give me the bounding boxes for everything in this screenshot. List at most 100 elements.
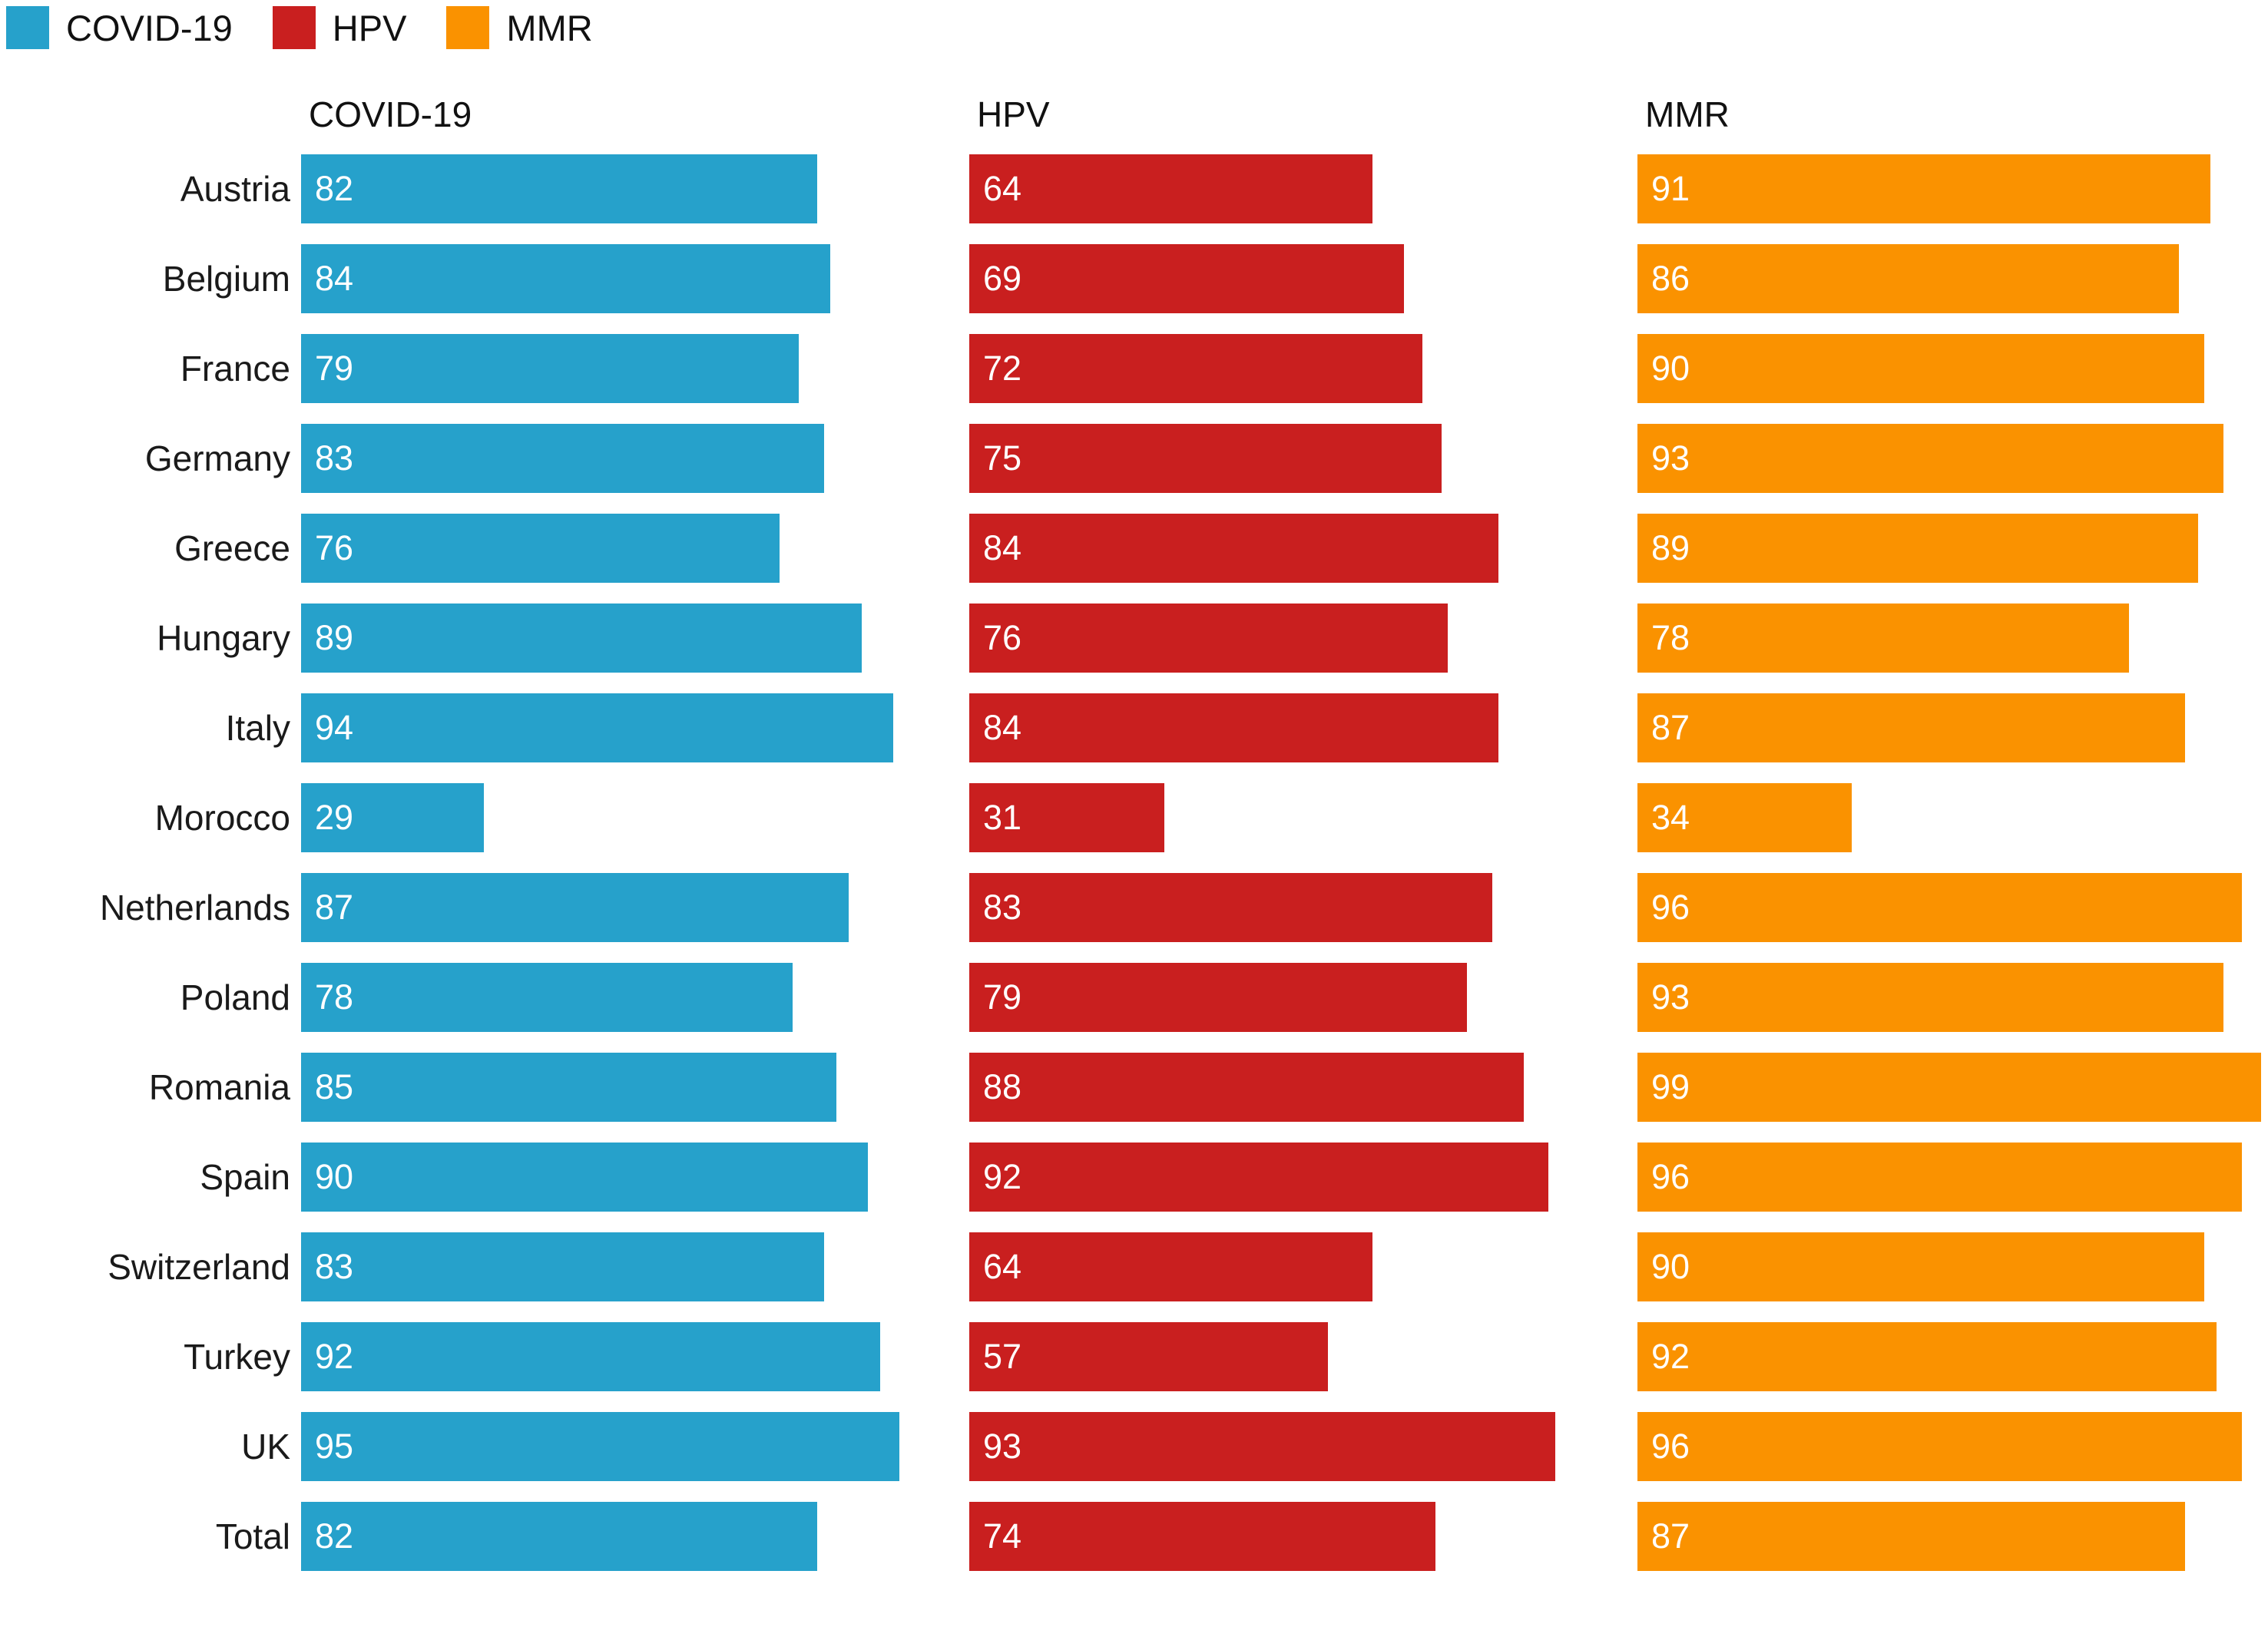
bar-track-hpv: 83	[969, 872, 1599, 942]
bar-hpv-turkey: 57	[969, 1321, 1329, 1391]
bar-hpv-romania: 88	[969, 1052, 1524, 1122]
bar-mmr-morocco: 34	[1637, 782, 1852, 852]
bar-track-mmr: 91	[1637, 154, 2267, 223]
bar-value-label: 95	[315, 1427, 354, 1467]
bar-value-label: 72	[983, 349, 1022, 389]
label-column-spacer	[0, 95, 301, 134]
bar-value-label: 84	[983, 528, 1022, 568]
bar-mmr-france: 90	[1637, 333, 2204, 403]
bar-value-label: 93	[1651, 977, 1690, 1017]
chart-row-switzerland: Switzerland 83 64 90	[0, 1232, 2268, 1301]
bar-hpv-total: 74	[969, 1501, 1435, 1571]
bar-mmr-austria: 91	[1637, 154, 2211, 223]
bar-track-mmr: 87	[1637, 693, 2267, 762]
bar-value-label: 64	[983, 1247, 1022, 1287]
chart-row-netherlands: Netherlands 87 83 96	[0, 872, 2268, 942]
bar-track-mmr: 96	[1637, 1142, 2267, 1212]
bar-covid-19-morocco: 29	[301, 782, 484, 852]
bar-track-hpv: 93	[969, 1411, 1599, 1481]
bar-value-label: 91	[1651, 169, 1690, 209]
bar-hpv-spain: 92	[969, 1142, 1549, 1212]
bar-track-covid-19: 95	[301, 1411, 931, 1481]
bar-track-mmr: 78	[1637, 603, 2267, 673]
row-label: Belgium	[162, 258, 290, 299]
bar-value-label: 90	[315, 1157, 354, 1197]
bar-track-covid-19: 82	[301, 1501, 931, 1571]
chart-row-italy: Italy 94 84 87	[0, 693, 2268, 762]
bar-value-label: 90	[1651, 1247, 1690, 1287]
chart-legend: COVID-19 HPV MMR	[0, 0, 2268, 51]
row-label: France	[180, 348, 290, 389]
chart-row-poland: Poland 78 79 93	[0, 962, 2268, 1032]
bar-value-label: 31	[983, 798, 1022, 838]
bar-value-label: 79	[983, 977, 1022, 1017]
bar-track-hpv: 76	[969, 603, 1599, 673]
bar-value-label: 89	[315, 618, 354, 658]
bar-mmr-germany: 93	[1637, 423, 2223, 493]
chart-row-belgium: Belgium 84 69 86	[0, 243, 2268, 313]
bar-mmr-uk: 96	[1637, 1411, 2243, 1481]
row-label: Total	[215, 1516, 290, 1556]
bar-value-label: 83	[315, 438, 354, 478]
bar-value-label: 84	[983, 708, 1022, 748]
bar-value-label: 82	[315, 1516, 354, 1556]
bar-track-mmr: 96	[1637, 1411, 2267, 1481]
bar-value-label: 96	[1651, 1157, 1690, 1197]
bar-track-covid-19: 90	[301, 1142, 931, 1212]
bar-value-label: 85	[315, 1067, 354, 1107]
bar-track-hpv: 84	[969, 693, 1599, 762]
row-label: UK	[241, 1426, 290, 1467]
bar-value-label: 29	[315, 798, 354, 838]
chart-rows: Austria 82 64 91 Belgium 84 69 86 France 79 72 90 Ge…	[0, 154, 2268, 1571]
row-label: Germany	[144, 438, 290, 478]
bar-covid-19-germany: 83	[301, 423, 824, 493]
bar-covid-19-hungary: 89	[301, 603, 862, 673]
bar-value-label: 87	[315, 888, 354, 928]
bar-track-mmr: 34	[1637, 782, 2267, 852]
bar-value-label: 69	[983, 259, 1022, 299]
bar-track-covid-19: 87	[301, 872, 931, 942]
bar-value-label: 78	[1651, 618, 1690, 658]
bar-value-label: 92	[983, 1157, 1022, 1197]
bar-track-covid-19: 78	[301, 962, 931, 1032]
bar-track-mmr: 87	[1637, 1501, 2267, 1571]
bar-covid-19-greece: 76	[301, 513, 780, 583]
bar-track-covid-19: 92	[301, 1321, 931, 1391]
row-label: Hungary	[157, 617, 290, 658]
bar-covid-19-belgium: 84	[301, 243, 830, 313]
bar-track-covid-19: 29	[301, 782, 931, 852]
legend-label: MMR	[506, 7, 593, 48]
bar-hpv-netherlands: 83	[969, 872, 1492, 942]
bar-hpv-hungary: 76	[969, 603, 1449, 673]
row-label: Greece	[174, 527, 290, 568]
bar-track-covid-19: 83	[301, 423, 931, 493]
bar-value-label: 84	[315, 259, 354, 299]
bar-value-label: 78	[315, 977, 354, 1017]
bar-mmr-belgium: 86	[1637, 243, 2180, 313]
bar-track-mmr: 96	[1637, 872, 2267, 942]
legend-label: COVID-19	[66, 7, 233, 48]
bar-track-mmr: 86	[1637, 243, 2267, 313]
bar-mmr-poland: 93	[1637, 962, 2223, 1032]
bar-value-label: 82	[315, 169, 354, 209]
legend-item-hpv: HPV	[272, 6, 406, 49]
row-label: Romania	[148, 1066, 290, 1107]
bar-value-label: 92	[1651, 1337, 1690, 1377]
bar-mmr-romania: 99	[1637, 1052, 2261, 1122]
row-label: Morocco	[154, 797, 290, 838]
bar-value-label: 87	[1651, 1516, 1690, 1556]
bar-track-hpv: 74	[969, 1501, 1599, 1571]
chart-row-uk: UK 95 93 96	[0, 1411, 2268, 1481]
row-label: Spain	[200, 1156, 290, 1197]
bar-mmr-greece: 89	[1637, 513, 2198, 583]
chart-row-greece: Greece 76 84 89	[0, 513, 2268, 583]
bar-value-label: 83	[983, 888, 1022, 928]
legend-swatch-covid-19	[6, 6, 49, 49]
bar-track-hpv: 69	[969, 243, 1599, 313]
bar-track-mmr: 99	[1637, 1052, 2267, 1122]
chart-row-france: France 79 72 90	[0, 333, 2268, 403]
bar-value-label: 57	[983, 1337, 1022, 1377]
row-label: Italy	[225, 707, 290, 748]
bar-track-hpv: 64	[969, 154, 1599, 223]
